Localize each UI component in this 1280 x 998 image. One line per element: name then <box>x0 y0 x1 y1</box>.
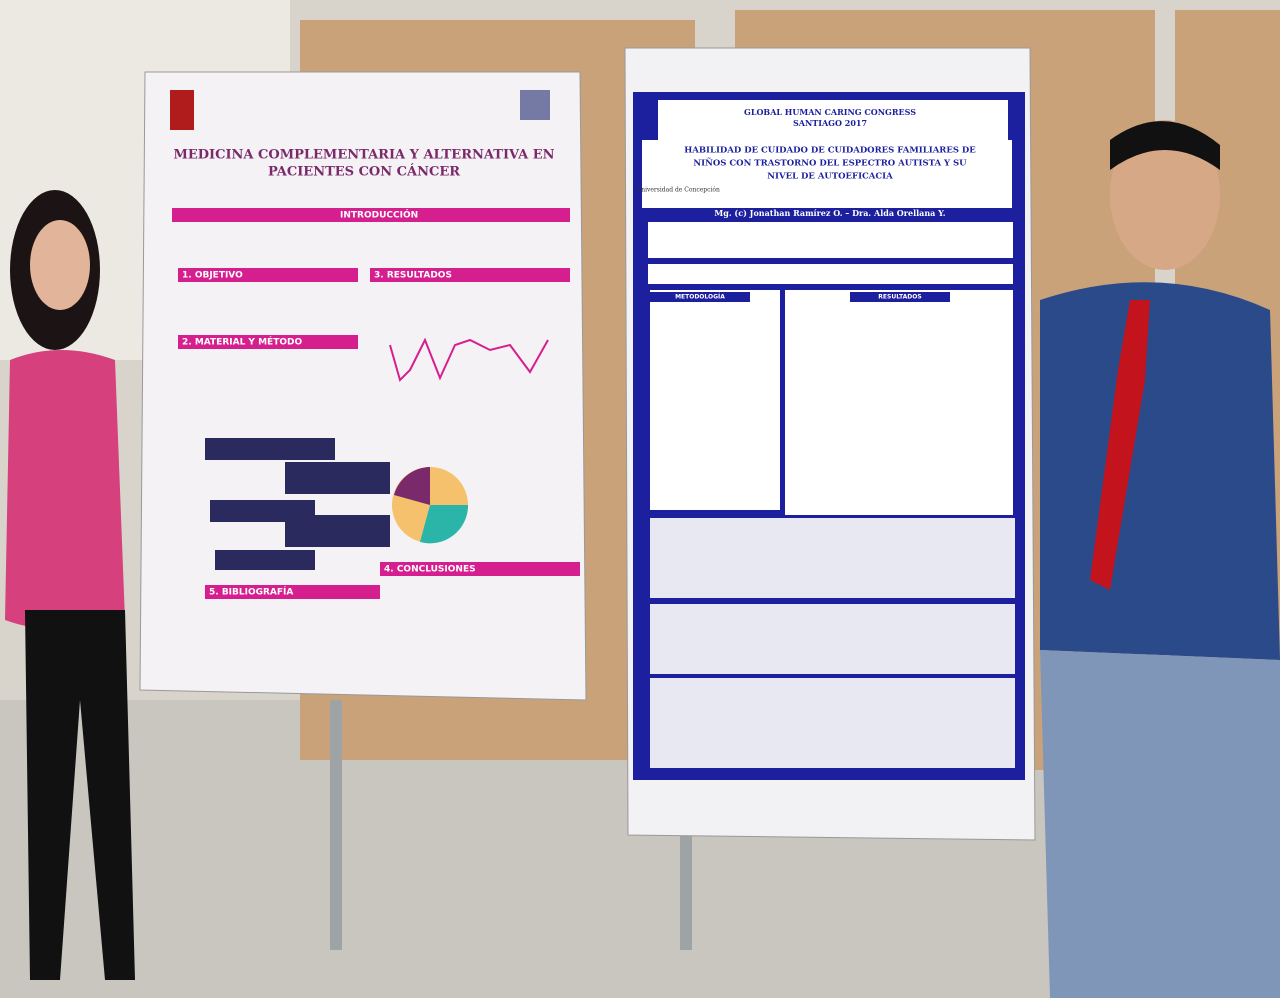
flow-box <box>215 550 315 570</box>
pants <box>25 610 135 980</box>
poster-title: PACIENTES CON CÁNCER <box>268 164 460 180</box>
section-heading: 2. MATERIAL Y MÉTODO <box>182 336 302 348</box>
section-heading: 5. BIBLIOGRAFÍA <box>209 586 293 598</box>
references-box <box>650 678 1015 768</box>
flow-box <box>285 462 390 494</box>
pants <box>1040 650 1280 998</box>
column-header: METODOLOGÍA <box>675 293 725 301</box>
conclusion-box <box>650 604 1015 674</box>
left-poster <box>139 71 587 701</box>
authors: Mg. (c) Jonathan Ramírez O. – Dra. Alda … <box>714 208 945 218</box>
discussion-box <box>650 518 1015 598</box>
face <box>30 220 90 310</box>
section-bar <box>178 335 358 349</box>
poster-title: HABILIDAD DE CUIDADO DE CUIDADORES FAMIL… <box>684 146 976 156</box>
photo-pie-slice <box>420 505 469 544</box>
section-bar <box>205 585 380 599</box>
column-header-bg <box>850 292 950 302</box>
shirt <box>1040 282 1280 660</box>
section-bar <box>172 208 570 222</box>
congress-name: GLOBAL HUMAN CARING CONGRESS <box>744 107 916 117</box>
tie <box>1090 300 1150 590</box>
title-band <box>642 140 1012 208</box>
objective-box <box>648 264 1013 284</box>
flow-box <box>285 515 390 547</box>
poster-title: MEDICINA COMPLEMENTARIA Y ALTERNATIVA EN <box>173 148 554 163</box>
header-band <box>658 100 1008 140</box>
flow-box <box>205 438 335 460</box>
results-box <box>785 290 1013 515</box>
section-heading: 3. RESULTADOS <box>374 271 452 281</box>
photo-pie-slice <box>394 467 430 505</box>
column-header-bg <box>650 292 750 302</box>
section-bar <box>370 268 570 282</box>
poster-title: NIÑOS CON TRASTORNO DEL ESPECTRO AUTISTA… <box>693 157 967 169</box>
logo <box>170 90 194 130</box>
photo-line-chart <box>389 337 549 382</box>
section-heading: 1. OBJETIVO <box>182 271 243 281</box>
hair <box>1110 121 1220 170</box>
university: Universidad de Concepción <box>636 187 720 194</box>
section-heading: 4. CONCLUSIONES <box>384 565 476 575</box>
congress-name: SANTIAGO 2017 <box>793 118 867 128</box>
section-bar <box>178 268 358 282</box>
section-bar <box>380 562 580 576</box>
face <box>1110 120 1220 270</box>
method-box <box>650 290 780 510</box>
logo <box>520 90 550 120</box>
top <box>5 350 125 630</box>
stand-leg <box>330 700 342 950</box>
poster-title: NIVEL DE AUTOEFICACIA <box>767 172 893 182</box>
section-heading: INTRODUCCIÓN <box>340 209 418 221</box>
intro-box <box>648 222 1013 258</box>
column-header: RESULTADOS <box>878 294 921 301</box>
